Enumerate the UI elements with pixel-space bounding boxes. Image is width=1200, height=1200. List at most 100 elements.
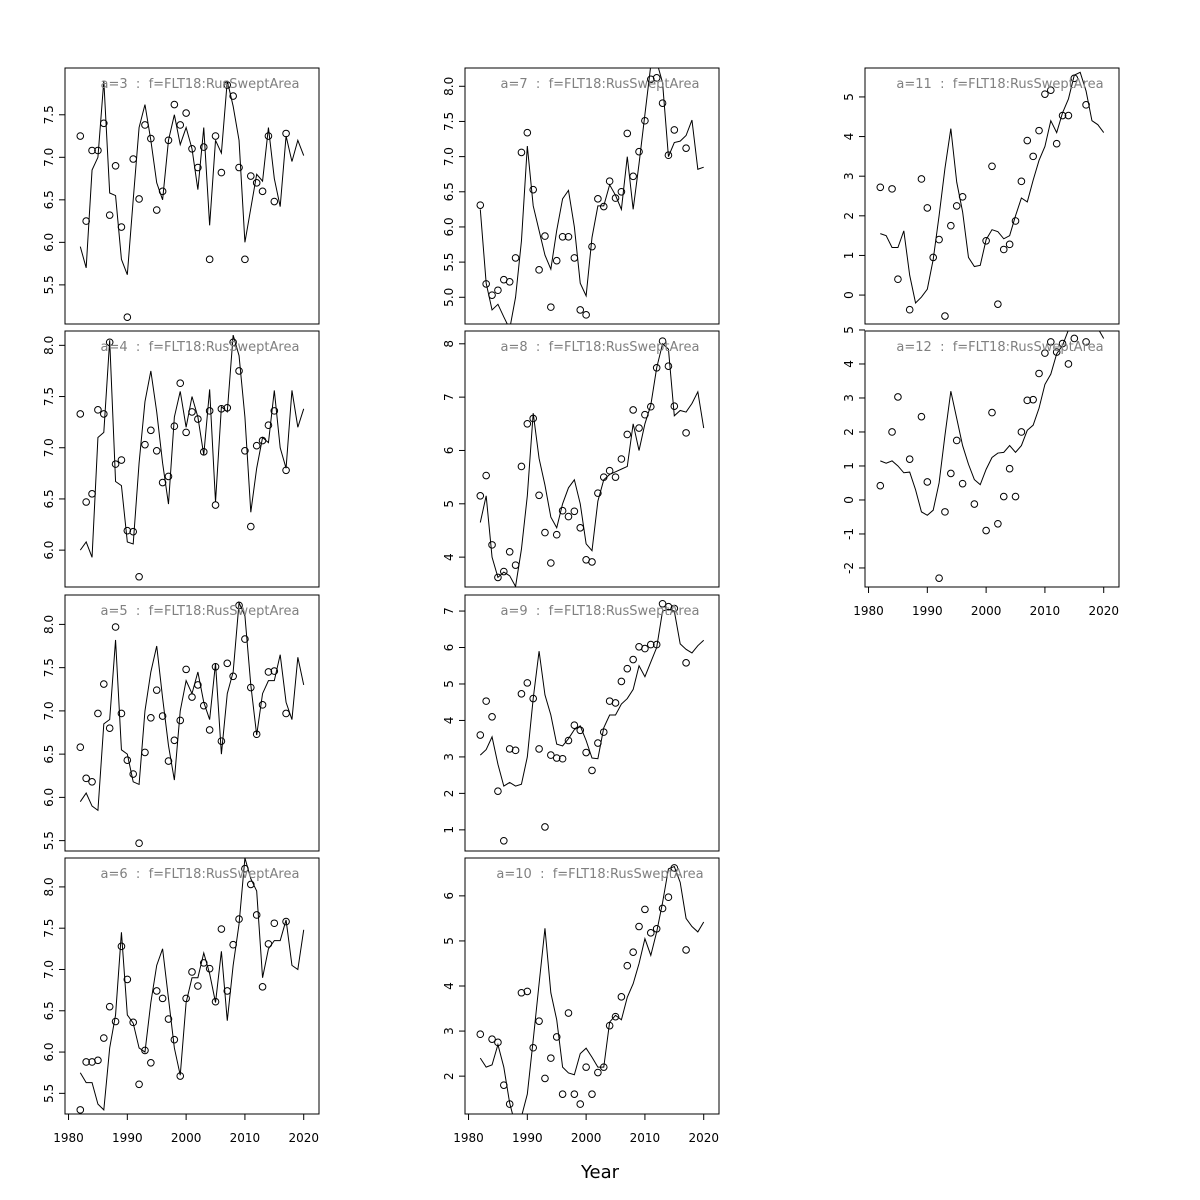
data-point [117,942,126,951]
y-tick-label: 6.5 [42,190,56,209]
data-point [1035,126,1043,135]
fitted-line [79,80,305,275]
panel-frame [864,67,1120,325]
plot-area [76,858,305,1114]
data-point [535,1017,543,1025]
data-point [76,410,85,418]
data-point [552,530,561,539]
data-point [664,893,673,902]
data-point [888,185,896,193]
data-point [552,256,561,265]
fitted-line [479,865,705,1114]
panel-title: a=10 : f=FLT18:RusSweptArea [496,867,703,882]
data-point [564,512,573,521]
data-point [517,690,526,698]
data-point [523,679,532,687]
data-point [629,406,637,414]
data-point [652,74,661,82]
x-tick-label: 2020 [1088,604,1119,618]
data-point [658,599,667,608]
data-point [894,275,902,284]
data-point [617,677,626,686]
data-point [182,109,190,117]
x-tick-label: 1990 [512,1131,543,1145]
y-tick-label: 6.0 [442,217,456,236]
panel-frame [64,857,320,1115]
panel-title: a=5 : f=FLT18:RusSweptArea [101,604,300,619]
data-point [941,508,949,516]
data-point [494,286,502,295]
data-point [129,1018,138,1027]
data-point [111,460,120,468]
y-tick-label: 1 [442,826,456,834]
y-tick-label: 5.5 [42,275,56,294]
y-tick-label: 8.0 [42,336,56,355]
x-tick-label: 1980 [53,1131,84,1145]
fitted-line [479,342,705,587]
panel-frame [464,857,720,1115]
panel-title: a=12 : f=FLT18:RusSweptArea [896,340,1103,355]
data-point [682,946,690,954]
plot-area [476,68,704,324]
data-point [88,490,96,498]
y-tick-label: 6.0 [42,1043,56,1062]
data-point [1041,90,1049,98]
data-point [535,491,543,500]
data-point [552,1033,561,1041]
data-point [258,983,267,991]
y-tick-label: 5 [442,680,456,688]
y-tick-label: 6.5 [42,1001,56,1020]
data-point [270,667,279,675]
data-point [1035,369,1043,378]
data-point [623,129,632,138]
data-point [211,501,220,509]
data-point [141,748,149,757]
data-point [558,506,567,515]
y-tick-label: 4 [442,553,456,561]
data-point [588,558,596,566]
data-point [605,177,614,186]
data-point [82,774,90,783]
data-point [235,163,243,172]
y-tick-label: 2 [842,428,856,436]
y-tick-label: 6 [442,447,456,455]
data-point [646,640,655,649]
data-point [682,144,690,152]
fitted-line [880,331,1105,516]
x-tick-label: 2000 [971,604,1002,618]
data-point [652,364,661,372]
data-point [523,128,532,137]
data-point [1029,152,1037,161]
data-point [94,709,102,718]
data-point [588,1090,596,1098]
data-point [500,836,508,845]
data-point [100,1034,108,1042]
y-tick-label: 7.5 [42,387,56,406]
data-point [558,232,567,241]
data-point [194,982,202,990]
y-tick-label: 5 [442,500,456,508]
y-tick-label: 8.0 [442,77,456,96]
data-point [105,1002,114,1011]
data-point [576,524,585,532]
data-point [529,1043,538,1052]
data-point [529,185,538,194]
data-point [123,975,132,984]
y-tick-label: 7 [442,607,456,615]
y-tick-label: 6.5 [42,489,56,508]
x-tick-label: 1990 [112,1131,143,1145]
data-point [135,1080,143,1089]
data-point [535,266,543,274]
data-point [588,766,596,775]
fitted-line [79,600,305,812]
data-point [570,721,579,729]
data-point [111,1017,120,1026]
data-point [135,195,143,203]
plot-area [476,337,705,587]
data-point [982,526,990,535]
data-point [588,242,596,251]
x-axis-label: Year [580,1162,620,1183]
data-point [1064,360,1073,368]
data-point [76,1106,85,1114]
y-tick-label: 7.0 [42,438,56,457]
